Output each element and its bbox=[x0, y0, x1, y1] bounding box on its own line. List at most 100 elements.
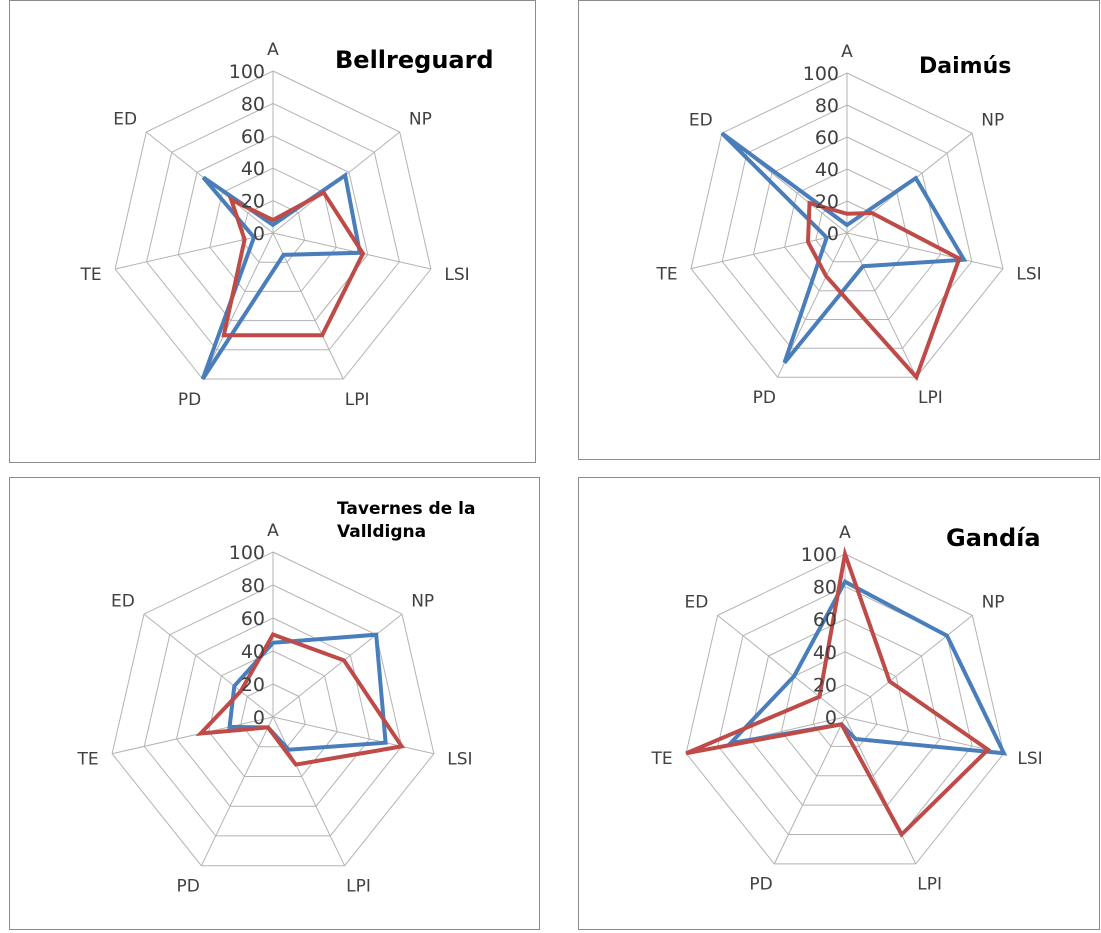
axis-spoke bbox=[844, 716, 1005, 754]
axis-spoke bbox=[717, 615, 846, 718]
grid-ring bbox=[752, 136, 942, 320]
tick-label: 20 bbox=[815, 191, 839, 213]
axis-spoke bbox=[272, 716, 346, 866]
axis-spoke bbox=[272, 716, 435, 755]
axis-spoke bbox=[200, 716, 274, 866]
tick-label: 100 bbox=[801, 544, 837, 566]
axis-label-np: NP bbox=[981, 111, 1004, 131]
grid-ring bbox=[175, 617, 371, 807]
axis-label-lsi: LSI bbox=[444, 265, 469, 285]
axis-spoke bbox=[844, 716, 917, 865]
tick-label: 80 bbox=[241, 93, 265, 115]
grid-ring bbox=[240, 200, 306, 263]
axis-label-ed: ED bbox=[113, 109, 137, 129]
series-line-2 bbox=[805, 200, 962, 382]
grid-ring bbox=[749, 618, 941, 806]
axis-label-lsi: LSI bbox=[1017, 749, 1042, 769]
tick-label: 100 bbox=[229, 61, 265, 83]
axis-spoke bbox=[846, 232, 1004, 270]
tick-label: 60 bbox=[241, 126, 265, 148]
axis-label-ed: ED bbox=[689, 111, 713, 131]
grid-ring bbox=[717, 586, 973, 835]
chart-title: Tavernes de la Valldigna bbox=[337, 499, 475, 542]
chart-title: Daimús bbox=[919, 54, 1011, 79]
radar-panel-gandia: A NP LSI LPI PD TE ED 0 20 40 60 80 100 Gandía bbox=[578, 477, 1100, 930]
axis-label-pd: PD bbox=[177, 877, 200, 897]
axis-label-a: A bbox=[841, 42, 853, 62]
grid-ring bbox=[812, 683, 878, 747]
grid-ring bbox=[208, 650, 338, 777]
axis-spoke bbox=[773, 716, 846, 865]
tick-label: 0 bbox=[825, 707, 837, 729]
radar-chart-svg: A NP LSI LPI PD TE ED 0 20 40 60 80 100 Gandía bbox=[650, 523, 1042, 895]
axis-label-ed: ED bbox=[111, 591, 135, 611]
tick-label: 80 bbox=[241, 575, 265, 597]
axis-spoke bbox=[844, 615, 973, 718]
axis-label-a: A bbox=[839, 523, 851, 543]
series-line-1 bbox=[720, 131, 968, 364]
axis-label-te: TE bbox=[79, 265, 101, 285]
grid-ring bbox=[240, 683, 306, 748]
axis-label-te: TE bbox=[650, 749, 672, 769]
grid-ring bbox=[690, 72, 1004, 378]
tick-label: 60 bbox=[813, 609, 837, 631]
axis-spoke bbox=[111, 716, 274, 755]
axis-label-lsi: LSI bbox=[447, 750, 472, 770]
axis-label-te: TE bbox=[77, 750, 99, 770]
chart-title: Gandía bbox=[946, 524, 1041, 552]
tick-label: 40 bbox=[241, 158, 265, 180]
grid-ring bbox=[143, 584, 403, 837]
grid-ring bbox=[209, 167, 337, 292]
tick-label: 40 bbox=[241, 641, 265, 663]
axis-label-lpi: LPI bbox=[917, 875, 942, 895]
axis-spoke bbox=[272, 232, 432, 270]
axis-label-te: TE bbox=[655, 265, 677, 285]
tick-label: 40 bbox=[815, 159, 839, 181]
axis-spoke bbox=[690, 232, 848, 270]
axis-label-pd: PD bbox=[178, 390, 201, 410]
grid-ring bbox=[146, 102, 400, 351]
series-line-2 bbox=[221, 189, 366, 338]
tick-label: 100 bbox=[229, 542, 265, 564]
axis-label-ed: ED bbox=[685, 593, 709, 613]
grid-ring bbox=[114, 70, 432, 380]
axis-label-a: A bbox=[267, 521, 279, 541]
tick-label: 20 bbox=[241, 674, 265, 696]
axis-spoke bbox=[272, 613, 403, 718]
grid-ring bbox=[721, 104, 973, 349]
chart-title: Bellreguard bbox=[335, 46, 494, 74]
series-line-1 bbox=[200, 172, 363, 381]
grid-ring bbox=[784, 168, 910, 292]
tick-label: 60 bbox=[815, 127, 839, 149]
axis-label-pd: PD bbox=[753, 388, 776, 408]
axis-label-lpi: LPI bbox=[345, 390, 370, 410]
axis-label-lsi: LSI bbox=[1016, 265, 1041, 285]
tick-label: 0 bbox=[253, 223, 265, 245]
tick-label: 100 bbox=[803, 63, 839, 85]
series-line-1 bbox=[725, 579, 1008, 756]
grid-ring bbox=[111, 551, 435, 867]
axis-label-lpi: LPI bbox=[346, 877, 371, 897]
axis-spoke bbox=[202, 232, 274, 380]
tick-label: 20 bbox=[813, 674, 837, 696]
radar-panel-bellreguard: A NP LSI LPI PD TE ED 0 20 40 60 80 100 Bellreguard bbox=[9, 0, 536, 463]
axis-spoke bbox=[143, 613, 274, 718]
axis-spoke bbox=[846, 232, 917, 378]
tick-label: 40 bbox=[813, 642, 837, 664]
radar-chart-svg: A NP LSI LPI PD TE ED 0 20 40 60 80 100 Bellreguard bbox=[79, 40, 494, 410]
tick-label: 20 bbox=[241, 191, 265, 213]
grid-ring bbox=[815, 200, 879, 263]
tick-label: 0 bbox=[253, 707, 265, 729]
axis-label-pd: PD bbox=[749, 875, 772, 895]
radar-panel-daimus: A NP LSI LPI PD TE ED 0 20 40 60 80 100 Daimús bbox=[578, 0, 1100, 460]
axis-label-np: NP bbox=[411, 591, 434, 611]
grid-ring bbox=[685, 553, 1005, 865]
axis-label-lpi: LPI bbox=[918, 388, 943, 408]
tick-label: 60 bbox=[241, 608, 265, 630]
series-line-2 bbox=[685, 546, 992, 838]
radar-chart-svg: A NP LSI LPI PD TE ED 0 20 40 60 80 100 Daimús bbox=[655, 42, 1041, 408]
series-line-2 bbox=[195, 632, 406, 767]
axis-spoke bbox=[272, 232, 344, 380]
radar-chart-svg: A NP LSI LPI PD TE ED 0 20 40 60 80 100 Tavernes de l… bbox=[77, 499, 476, 897]
axis-label-np: NP bbox=[409, 109, 432, 129]
